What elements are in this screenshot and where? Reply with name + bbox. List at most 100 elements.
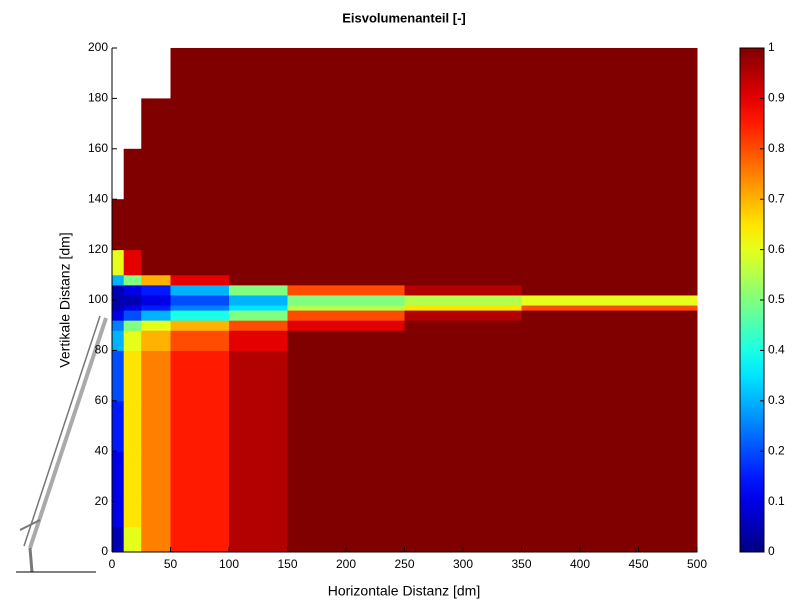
- heatmap-cell: [123, 350, 142, 402]
- heatmap-cell: [141, 330, 171, 351]
- heatmap-cell: [229, 330, 288, 351]
- x-tick-label: 200: [336, 557, 356, 571]
- y-tick-label: 20: [95, 494, 109, 508]
- heatmap-cell: [404, 350, 522, 402]
- heatmap-cell: [521, 320, 698, 331]
- heatmap-cell: [112, 400, 125, 452]
- x-tick-label: 100: [219, 557, 239, 571]
- heatmap-cell: [112, 284, 125, 296]
- y-tick-label: 100: [88, 292, 108, 306]
- heatmap-cell: [123, 284, 142, 296]
- colorbar-tick-label: 1: [768, 40, 775, 54]
- heatmap-cell: [287, 284, 405, 296]
- x-tick-label: 450: [628, 557, 648, 571]
- heatmap-cell: [170, 305, 230, 311]
- heatmap-cell: [141, 199, 171, 251]
- heatmap-cell: [141, 451, 171, 503]
- heatmap-cell: [112, 305, 125, 311]
- heatmap-cell: [404, 310, 522, 321]
- heatmap-cell: [287, 98, 405, 150]
- heatmap-cell: [229, 274, 288, 286]
- heatmap-cell: [229, 294, 288, 306]
- heatmap-cell: [141, 98, 171, 150]
- heatmap-cell: [123, 320, 142, 331]
- heatmap-cell: [287, 330, 405, 351]
- heatmap-cell: [170, 199, 230, 251]
- heatmap-cell: [287, 320, 405, 331]
- heatmap-cell: [404, 320, 522, 331]
- heatmap-cell: [112, 294, 125, 306]
- heatmap-cell: [521, 48, 698, 99]
- heatmap-cell: [404, 274, 522, 286]
- heatmap-cell: [141, 350, 171, 402]
- heatmap-cell: [287, 148, 405, 200]
- heatmap-cell: [141, 501, 171, 528]
- heatmap-cell: [123, 451, 142, 503]
- heatmap-cell: [404, 199, 522, 251]
- chart-title: Eisvolumenanteil [-]: [342, 10, 466, 25]
- heatmap-cell: [287, 48, 405, 99]
- colorbar-tick-label: 0.1: [768, 494, 785, 508]
- heatmap-cell: [141, 320, 171, 331]
- y-tick-label: 160: [88, 141, 108, 155]
- y-tick-label: 60: [95, 393, 109, 407]
- heatmap-cell: [521, 400, 698, 452]
- heatmap-cell: [229, 148, 288, 200]
- heatmap-cell: [170, 294, 230, 306]
- colorbar-tick-label: 0.4: [768, 343, 785, 357]
- heatmap-cell: [112, 350, 125, 402]
- colorbar-tick-label: 0.8: [768, 141, 785, 155]
- heatmap-cell: [229, 310, 288, 321]
- heatmap-cell: [404, 451, 522, 503]
- heatmap-cell: [287, 294, 405, 306]
- heatmap-cell: [521, 501, 698, 528]
- x-tick-label: 500: [687, 557, 707, 571]
- heatmap-cell: [112, 451, 125, 503]
- heatmap-cell: [170, 249, 230, 276]
- heatmap-cell: [521, 249, 698, 276]
- y-tick-label: 0: [101, 544, 108, 558]
- heatmap-cell: [521, 330, 698, 351]
- y-tick-label: 80: [95, 343, 109, 357]
- heatmap-cell: [170, 526, 230, 553]
- heatmap-cell: [123, 294, 142, 306]
- heatmap-cell: [112, 330, 125, 351]
- heatmap-cell: [141, 400, 171, 452]
- heatmap-cell: [229, 48, 288, 99]
- heatmap-cell: [141, 148, 171, 200]
- colorbar-tick-label: 0.3: [768, 393, 785, 407]
- heatmap-cell: [141, 526, 171, 553]
- heatmap-cell: [123, 526, 142, 553]
- heatmap-cell: [229, 98, 288, 150]
- y-axis-label: Vertikale Distanz [dm]: [57, 232, 73, 367]
- heatmap-cell: [170, 350, 230, 402]
- heatmap-cell: [229, 284, 288, 296]
- heatmap-cell: [170, 320, 230, 331]
- heatmap-cell: [112, 501, 125, 528]
- heatmap-cell: [229, 501, 288, 528]
- heatmap-cell: [141, 305, 171, 311]
- y-tick-label: 120: [88, 242, 108, 256]
- x-tick-label: 50: [164, 557, 178, 571]
- heatmap-cell: [229, 199, 288, 251]
- colorbar-tick-label: 0.5: [768, 292, 785, 306]
- heatmap-cell: [521, 294, 698, 306]
- heatmap-cell: [141, 310, 171, 321]
- heatmap-cell: [170, 501, 230, 528]
- heatmap-cell: [287, 274, 405, 286]
- heatmap-cell: [287, 199, 405, 251]
- heatmap-cell: [112, 199, 125, 251]
- structure-illustration: [16, 315, 108, 573]
- heatmap-cell: [229, 526, 288, 553]
- heatmap-cell: [229, 350, 288, 402]
- y-tick-label: 200: [88, 40, 108, 54]
- heatmap-cell: [287, 501, 405, 528]
- heatmap-cell: [287, 305, 405, 311]
- colorbar-tick-label: 0.2: [768, 443, 785, 457]
- heatmap-cell: [170, 310, 230, 321]
- heatmap-cell: [521, 98, 698, 150]
- heatmap-cell: [287, 350, 405, 402]
- y-tick-label: 140: [88, 191, 108, 205]
- heatmap-cell: [112, 249, 125, 276]
